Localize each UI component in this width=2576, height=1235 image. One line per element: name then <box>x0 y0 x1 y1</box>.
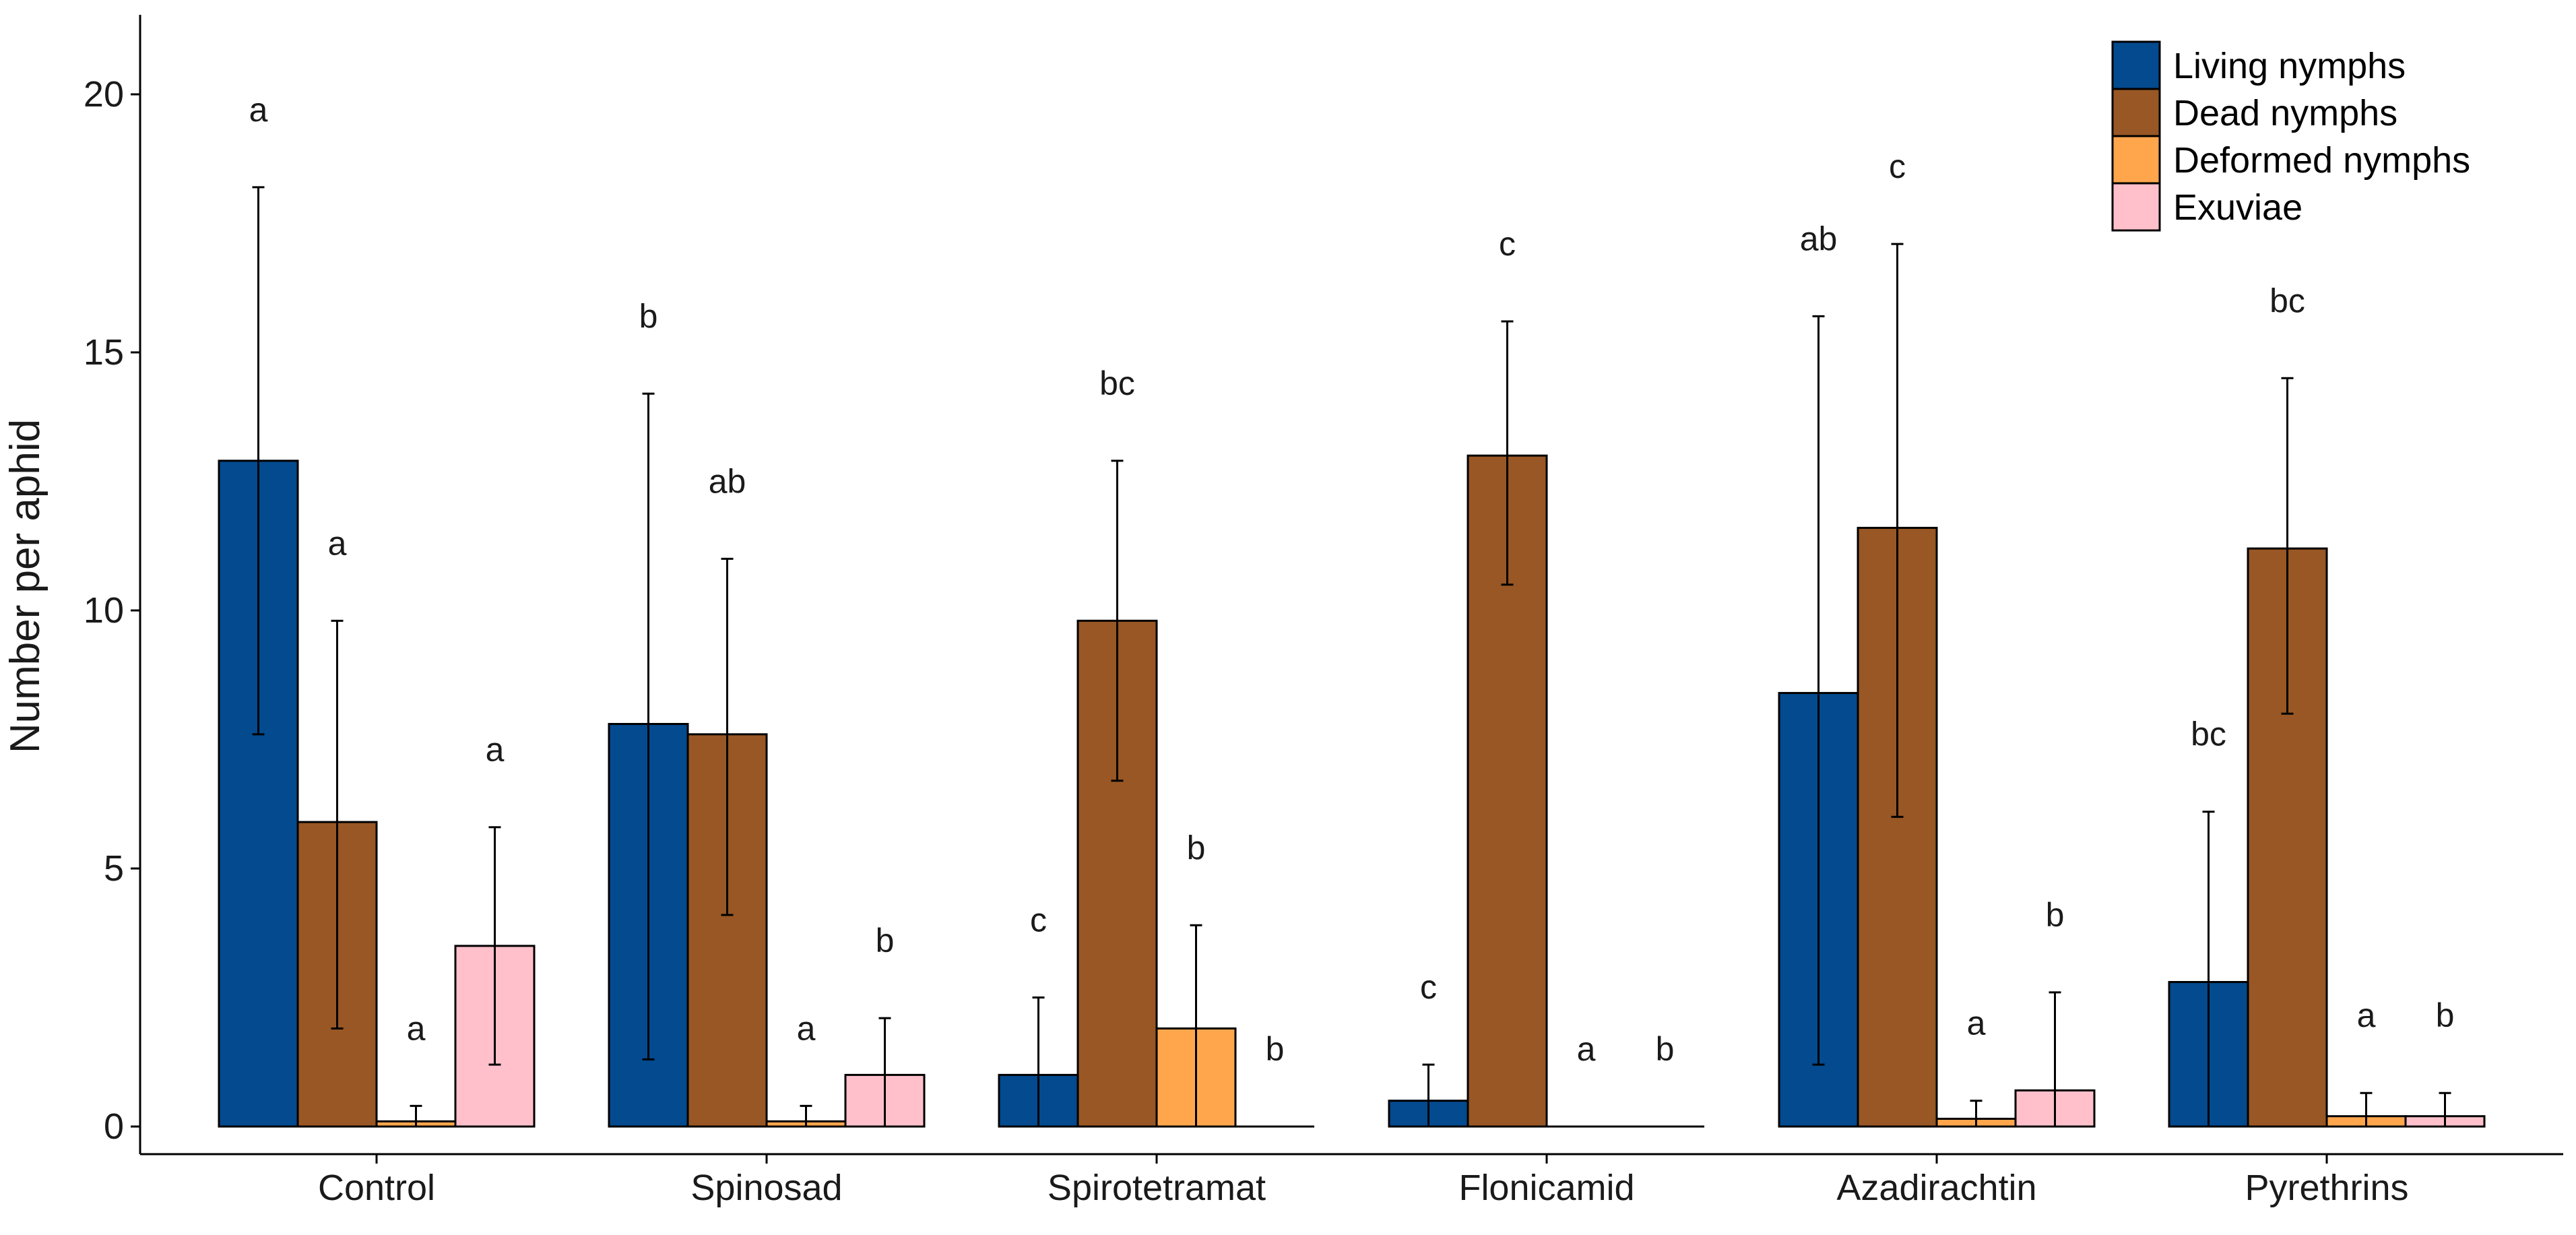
y-tick-label: 10 <box>84 590 124 631</box>
legend-label: Living nymphs <box>2173 46 2406 86</box>
x-tick-label: Flonicamid <box>1458 1168 1634 1208</box>
significance-letter: b <box>2046 896 2065 934</box>
x-tick-label: Spirotetramat <box>1048 1168 1266 1208</box>
significance-letter: b <box>639 297 658 335</box>
significance-letter: c <box>1889 148 1906 185</box>
y-axis: 0 5 10 15 20 <box>84 15 141 1154</box>
y-tick-label: 15 <box>84 332 124 373</box>
x-axis: Control Spinosad Spirotetramat Flonicamid Az… <box>140 1153 2563 1208</box>
legend-swatch-deformed-nymphs <box>2111 135 2161 185</box>
significance-letter: a <box>1577 1030 1596 1068</box>
significance-letter: ab <box>1800 220 1838 257</box>
legend-swatch-living-nymphs <box>2111 40 2161 90</box>
x-tick-label: Control <box>318 1168 435 1208</box>
y-tick-label: 0 <box>104 1106 124 1147</box>
y-axis-title: Number per aphid <box>2 419 49 753</box>
significance-letter: a <box>2357 996 2376 1034</box>
legend: Living nymphs Dead nymphs Deformed nymphs E… <box>2111 40 2470 232</box>
x-tick-label: Pyrethrins <box>2245 1168 2408 1208</box>
significance-letter: b <box>2436 996 2455 1034</box>
significance-letter: c <box>1420 968 1437 1006</box>
significance-letter: bc <box>2191 716 2226 753</box>
significance-letter: a <box>328 524 347 562</box>
significance-letter: b <box>1187 829 1206 866</box>
legend-label: Exuviae <box>2173 187 2303 228</box>
significance-letter: a <box>407 1009 426 1047</box>
significance-letter: b <box>1266 1030 1285 1068</box>
significance-letter: ab <box>709 462 746 500</box>
significance-letter: a <box>1967 1005 1986 1042</box>
significance-letter: b <box>876 922 895 959</box>
significance-letter: b <box>1656 1030 1675 1068</box>
significance-letter: c <box>1030 901 1047 939</box>
significance-letter: bc <box>2269 282 2305 319</box>
significance-letter: a <box>249 91 268 129</box>
y-tick-label: 20 <box>84 74 124 115</box>
legend-swatch-exuviae <box>2111 182 2161 232</box>
legend-label: Dead nymphs <box>2173 93 2397 133</box>
x-tick-label: Azadirachtin <box>1836 1168 2036 1208</box>
legend-swatch-dead-nymphs <box>2111 88 2161 137</box>
significance-letter: a <box>797 1009 816 1047</box>
significance-letter: a <box>486 731 505 769</box>
significance-letter: bc <box>1099 365 1135 402</box>
legend-label: Deformed nymphs <box>2173 140 2470 181</box>
y-tick-label: 5 <box>104 848 124 889</box>
x-tick-label: Spinosad <box>690 1168 842 1208</box>
significance-letter: c <box>1499 225 1516 263</box>
